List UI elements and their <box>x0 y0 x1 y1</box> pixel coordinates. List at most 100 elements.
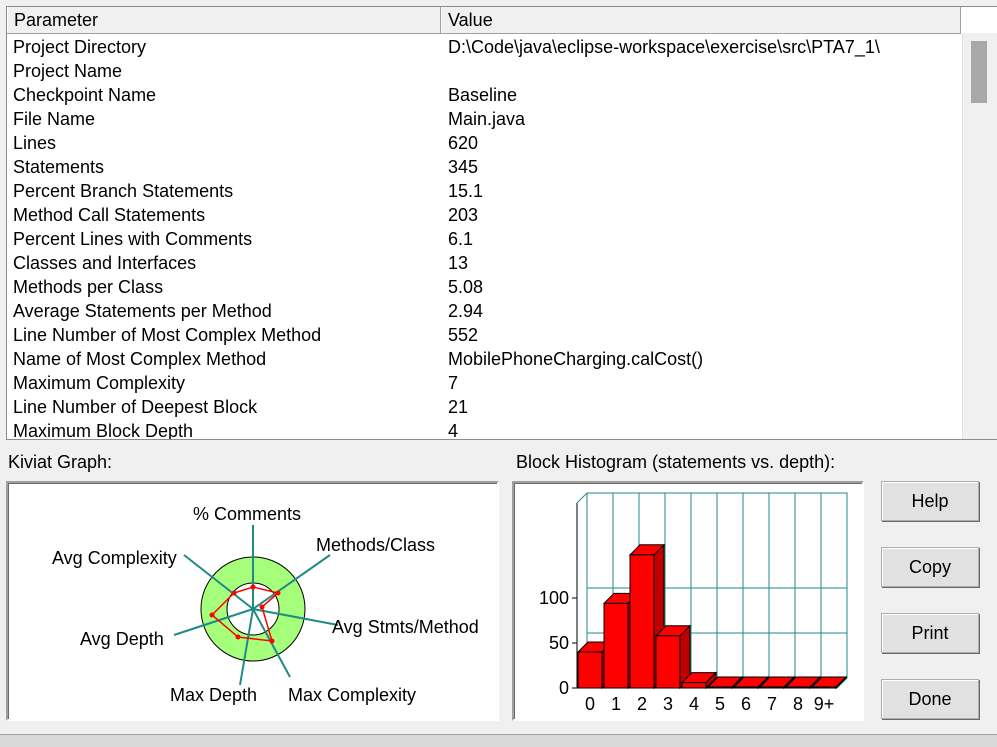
histogram-x-tick-label: 4 <box>689 694 699 714</box>
block-histogram-label: Block Histogram (statements vs. depth): <box>516 452 836 472</box>
window-bottom-edge <box>0 734 997 747</box>
histogram-x-tick-label: 0 <box>585 694 595 714</box>
parameter-value: 6.1 <box>448 229 474 249</box>
parameter-name: Maximum Complexity <box>13 373 186 393</box>
histogram-floor-edge <box>836 677 848 689</box>
table-row[interactable]: Checkpoint Name Baseline <box>7 83 961 107</box>
parameter-value: 7 <box>448 373 459 393</box>
help-button[interactable]: Help <box>881 481 979 521</box>
parameter-name: Methods per Class <box>13 277 164 297</box>
scrollbar-thumb[interactable] <box>971 41 987 103</box>
parameter-value: Baseline <box>448 85 518 105</box>
histogram-y-tick-label: 100 <box>539 588 569 608</box>
histogram-y-tick-label: 50 <box>549 633 569 653</box>
parameter-name: Percent Branch Statements <box>13 181 234 201</box>
kiviat-axis-label: Max Complexity <box>288 685 416 705</box>
parameter-name: Project Name <box>13 61 123 81</box>
table-row[interactable]: Line Number of Deepest Block 21 <box>7 395 961 419</box>
parameter-value: 5.08 <box>448 277 484 297</box>
table-row[interactable]: Methods per Class 5.08 <box>7 275 961 299</box>
parameter-value: 21 <box>448 397 469 417</box>
kiviat-point <box>231 590 237 596</box>
parameter-name: Line Number of Deepest Block <box>13 397 258 417</box>
histogram-bar <box>811 686 837 689</box>
kiviat-axis-label: % Comments <box>193 504 301 524</box>
histogram-x-tick-label: 5 <box>715 694 725 714</box>
histogram-x-tick-label: 9+ <box>814 694 835 714</box>
table-row[interactable]: Lines 620 <box>7 131 961 155</box>
table-row[interactable]: Project Name <box>7 59 961 83</box>
table-row[interactable]: Classes and Interfaces 13 <box>7 251 961 275</box>
kiviat-graph-label: Kiviat Graph: <box>8 452 113 472</box>
histogram-x-tick-label: 3 <box>663 694 673 714</box>
histogram-bar <box>707 686 733 689</box>
copy-button[interactable]: Copy <box>881 547 979 587</box>
histogram-bar <box>759 686 785 689</box>
parameter-name: Percent Lines with Comments <box>13 229 253 249</box>
histogram-bar <box>577 651 603 689</box>
histogram-x-tick-label: 8 <box>793 694 803 714</box>
parameter-name: Classes and Interfaces <box>13 253 197 273</box>
histogram-x-tick-label: 7 <box>767 694 777 714</box>
kiviat-graph-panel: % Comments Methods/Class Avg Stmts/Method M… <box>6 481 499 721</box>
kiviat-point <box>269 638 275 644</box>
parameter-value: 203 <box>448 205 479 225</box>
histogram-bar <box>733 686 759 689</box>
kiviat-spoke <box>252 554 331 610</box>
kiviat-point <box>259 604 265 610</box>
histogram-bar <box>629 554 655 689</box>
histogram-bar <box>603 602 629 689</box>
parameter-name: Line Number of Most Complex Method <box>13 325 322 345</box>
parameter-name: Checkpoint Name <box>13 85 157 105</box>
parameter-name: Average Statements per Method <box>13 301 272 321</box>
kiviat-axis-label: Avg Complexity <box>52 548 177 568</box>
kiviat-axis-label: Max Depth <box>170 685 257 705</box>
table-row[interactable]: File Name Main.java <box>7 107 961 131</box>
kiviat-spoke <box>252 608 339 626</box>
table-row[interactable]: Percent Lines with Comments 6.1 <box>7 227 961 251</box>
kiviat-axis-label: Avg Stmts/Method <box>332 617 479 637</box>
kiviat-axis-label: Avg Depth <box>80 629 164 649</box>
table-row[interactable]: Line Number of Most Complex Method 552 <box>7 323 961 347</box>
histogram-x-tick-label: 2 <box>637 694 647 714</box>
table-row[interactable]: Method Call Statements 203 <box>7 203 961 227</box>
parameter-name: Name of Most Complex Method <box>13 349 267 369</box>
block-histogram-panel: 0 50 100 0 1 2 3 4 5 6 7 8 9+ <box>512 481 864 721</box>
done-button[interactable]: Done <box>881 679 979 719</box>
kiviat-point <box>275 590 281 596</box>
histogram-y-tick-label: 0 <box>559 678 569 698</box>
kiviat-value-polygon <box>210 586 280 642</box>
table-row[interactable]: Name of Most Complex Method MobilePhoneCh… <box>7 347 961 371</box>
histogram-bar <box>681 682 707 689</box>
parameter-value: 13 <box>448 253 469 273</box>
table-body: Project Directory D:\Code\java\eclipse-wo… <box>7 35 961 440</box>
parameter-name: Project Directory <box>13 37 147 57</box>
table-row[interactable]: Percent Branch Statements 15.1 <box>7 179 961 203</box>
table-row[interactable]: Maximum Block Depth 4 <box>7 419 961 440</box>
vertical-scrollbar[interactable] <box>962 33 997 439</box>
parameter-value: MobilePhoneCharging.calCost() <box>448 349 704 369</box>
histogram-wall-edge <box>576 492 588 504</box>
table-row[interactable]: Statements 345 <box>7 155 961 179</box>
histogram-bar <box>655 635 681 689</box>
kiviat-spoke <box>173 608 254 636</box>
kiviat-point <box>235 634 241 640</box>
parameter-name: File Name <box>13 109 96 129</box>
parameter-value: Main.java <box>448 109 526 129</box>
kiviat-point <box>209 612 215 618</box>
parameter-value: 4 <box>448 421 459 440</box>
column-header-parameter[interactable]: Parameter <box>7 7 441 33</box>
parameter-name: Maximum Block Depth <box>13 421 194 440</box>
parameter-name: Method Call Statements <box>13 205 206 225</box>
histogram-x-tick-label: 1 <box>611 694 621 714</box>
table-row[interactable]: Project Directory D:\Code\java\eclipse-wo… <box>7 35 961 59</box>
kiviat-spoke <box>183 554 254 610</box>
table-row[interactable]: Maximum Complexity 7 <box>7 371 961 395</box>
parameter-value: 345 <box>448 157 479 177</box>
table-row[interactable]: Average Statements per Method 2.94 <box>7 299 961 323</box>
column-header-value[interactable]: Value <box>441 7 961 33</box>
print-button[interactable]: Print <box>881 613 979 653</box>
histogram-x-tick-label: 6 <box>741 694 751 714</box>
kiviat-point <box>250 584 256 590</box>
